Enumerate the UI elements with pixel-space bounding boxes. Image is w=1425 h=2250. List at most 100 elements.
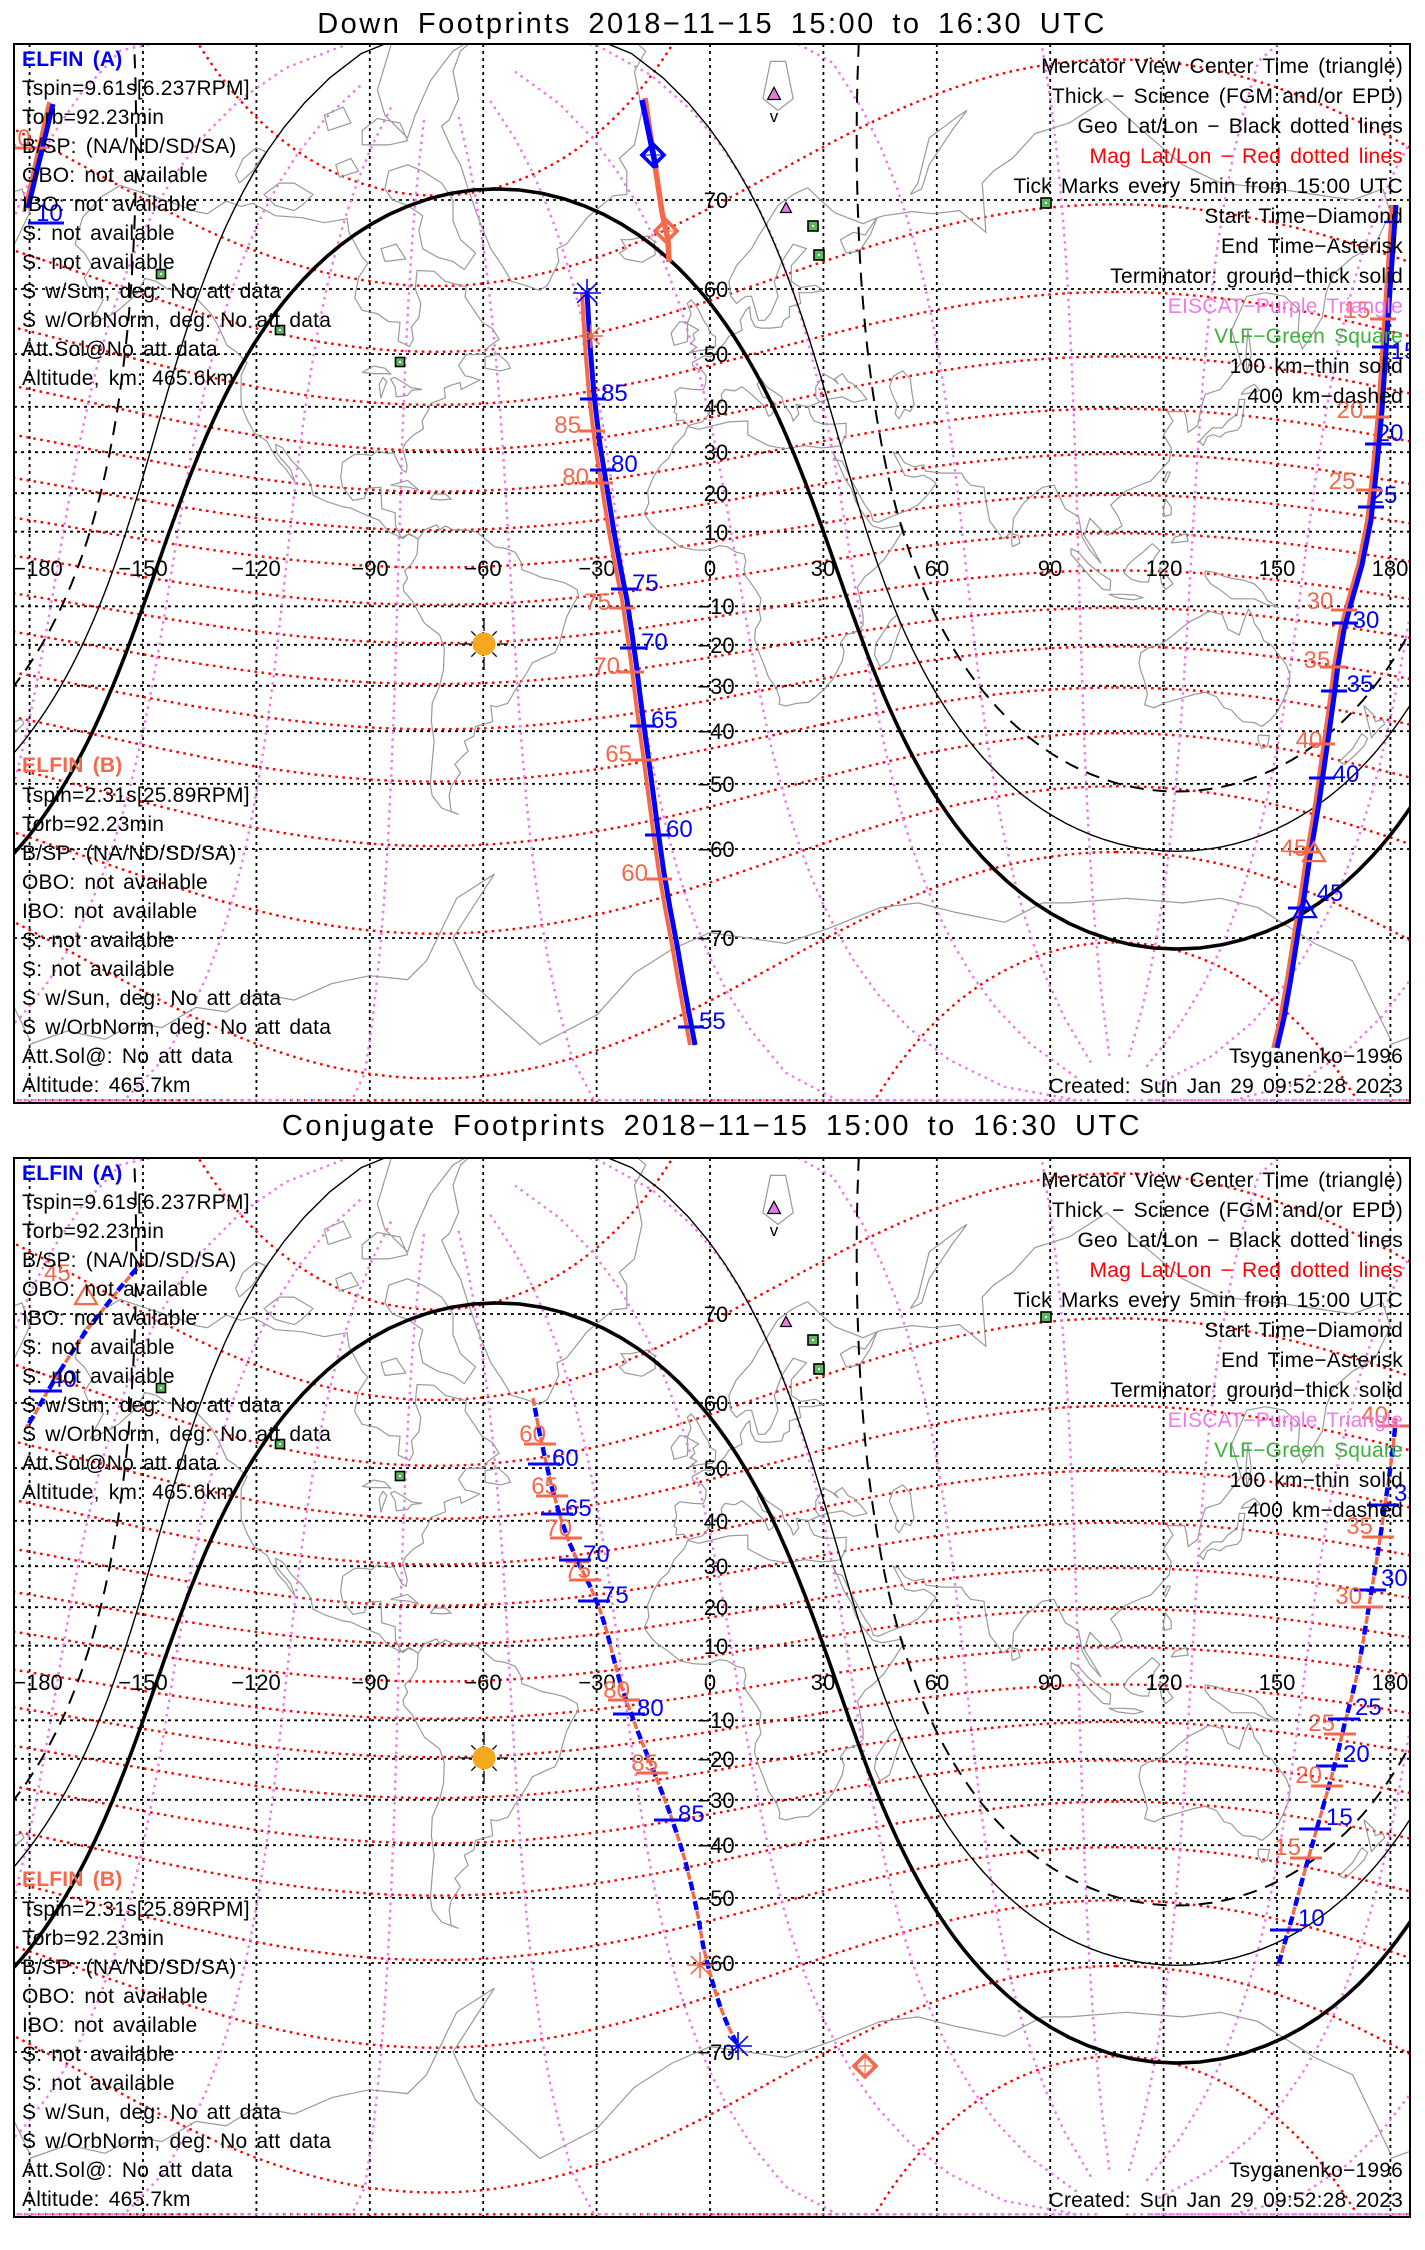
svg-text:Geo Lat/Lon − Black dotted lin: Geo Lat/Lon − Black dotted lines (1077, 1229, 1403, 1252)
svg-text:15: 15 (1274, 1834, 1301, 1861)
svg-text:45: 45 (44, 1260, 71, 1287)
svg-text:70: 70 (641, 629, 668, 656)
svg-text:ELFIN (B): ELFIN (B) (22, 1868, 122, 1891)
svg-text:IBO: not available: IBO: not available (22, 2014, 197, 2037)
svg-text:40: 40 (50, 1366, 77, 1393)
svg-text:Att.Sol@No att data: Att.Sol@No att data (22, 1452, 218, 1475)
svg-text:Altitude: 465.7km: Altitude: 465.7km (22, 1074, 191, 1097)
svg-text:20: 20 (1377, 420, 1404, 447)
svg-text:75: 75 (602, 1582, 629, 1609)
svg-text:Mercator View Center Time (tri: Mercator View Center Time (triangle) (1041, 1169, 1403, 1192)
svg-text:End Time−Asterisk: End Time−Asterisk (1221, 235, 1403, 258)
svg-text:Mag Lat/Lon − Red dotted lines: Mag Lat/Lon − Red dotted lines (1090, 145, 1403, 168)
svg-text:ELFIN (A): ELFIN (A) (22, 48, 122, 71)
svg-text:B/SP: (NA/ND/SD/SA): B/SP: (NA/ND/SD/SA) (22, 1249, 237, 1272)
svg-text:Mag Lat/Lon − Red dotted lines: Mag Lat/Lon − Red dotted lines (1090, 1259, 1403, 1282)
svg-text:S w/Sun, deg: No att data: S w/Sun, deg: No att data (22, 280, 281, 303)
svg-text:S: not available: S: not available (22, 1365, 175, 1388)
svg-text:25: 25 (1329, 468, 1356, 495)
svg-text:Terminator: ground−thick solid: Terminator: ground−thick solid (1110, 1379, 1403, 1402)
svg-text:Tspin=2.31s[25.89RPM]: Tspin=2.31s[25.89RPM] (22, 784, 250, 807)
svg-text:S: not available: S: not available (22, 251, 175, 274)
svg-text:ELFIN (A): ELFIN (A) (22, 1162, 122, 1185)
svg-text:85: 85 (678, 1801, 705, 1828)
svg-text:40: 40 (1361, 1402, 1388, 1429)
svg-text:60: 60 (666, 816, 693, 843)
svg-text:S w/OrbNorm, deg: No att data: S w/OrbNorm, deg: No att data (22, 1423, 331, 1446)
svg-text:65: 65 (531, 1473, 558, 1500)
svg-text:30: 30 (1353, 607, 1380, 634)
svg-text:400 km−dashed: 400 km−dashed (1247, 385, 1403, 408)
svg-text:35: 35 (1347, 671, 1374, 698)
svg-text:OBO: not available: OBO: not available (22, 871, 208, 894)
svg-text:75: 75 (632, 570, 659, 597)
svg-text:S: not available: S: not available (22, 2072, 175, 2095)
svg-text:15: 15 (1344, 297, 1371, 324)
svg-text:80: 80 (562, 464, 589, 491)
svg-text:65: 65 (605, 741, 632, 768)
svg-text:S w/OrbNorm, deg: No att data: S w/OrbNorm, deg: No att data (22, 2130, 331, 2153)
svg-text:IBO: not available: IBO: not available (22, 900, 197, 923)
svg-text:S w/Sun, deg: No att data: S w/Sun, deg: No att data (22, 2101, 281, 2124)
svg-text:S: not available: S: not available (22, 222, 175, 245)
svg-text:VLF−Green Square: VLF−Green Square (1214, 325, 1403, 348)
svg-text:Thick − Science (FGM and/or EP: Thick − Science (FGM and/or EPD) (1052, 85, 1403, 108)
svg-text:Tick Marks every 5min from 15:: Tick Marks every 5min from 15:00 UTC (1013, 175, 1403, 198)
svg-text:15: 15 (1326, 1804, 1353, 1831)
svg-text:Tsyganenko−1996: Tsyganenko−1996 (1229, 1045, 1403, 1068)
svg-text:400 km−dashed: 400 km−dashed (1247, 1499, 1403, 1522)
svg-text:Altitude, km: 465.6km: Altitude, km: 465.6km (22, 367, 234, 390)
svg-text:25: 25 (1355, 1694, 1382, 1721)
svg-text:30: 30 (1335, 1583, 1362, 1610)
svg-text:Created: Sun Jan 29 09:52:28 2: Created: Sun Jan 29 09:52:28 2023 (1049, 2189, 1403, 2212)
svg-text:ELFIN (B): ELFIN (B) (22, 754, 122, 777)
svg-text:80: 80 (603, 1677, 630, 1704)
svg-text:20: 20 (1337, 397, 1364, 424)
svg-text:55: 55 (699, 1008, 726, 1035)
svg-text:Geo Lat/Lon − Black dotted lin: Geo Lat/Lon − Black dotted lines (1077, 115, 1403, 138)
svg-text:S w/OrbNorm, deg: No att data: S w/OrbNorm, deg: No att data (22, 1016, 331, 1039)
svg-text:S w/OrbNorm, deg: No att data: S w/OrbNorm, deg: No att data (22, 309, 331, 332)
svg-text:OBO: not available: OBO: not available (22, 1985, 208, 2008)
svg-text:85: 85 (631, 1750, 658, 1777)
svg-text:S w/Sun, deg: No att data: S w/Sun, deg: No att data (22, 987, 281, 1010)
svg-text:65: 65 (651, 707, 678, 734)
svg-text:45: 45 (1281, 835, 1308, 862)
svg-text:80: 80 (637, 1695, 664, 1722)
svg-text:Att.Sol@No att data: Att.Sol@No att data (22, 338, 218, 361)
svg-text:Altitude, km: 465.6km: Altitude, km: 465.6km (22, 1481, 234, 1504)
svg-text:Mercator View Center Time (tri: Mercator View Center Time (triangle) (1041, 55, 1403, 78)
svg-text:25: 25 (1308, 1710, 1335, 1737)
svg-text:S: not available: S: not available (22, 929, 175, 952)
svg-text:35: 35 (1304, 647, 1331, 674)
svg-text:70: 70 (545, 1515, 572, 1542)
svg-text:70: 70 (593, 653, 620, 680)
svg-text:VLF−Green Square: VLF−Green Square (1214, 1439, 1403, 1462)
svg-text:10: 10 (36, 200, 63, 227)
svg-text:Down Footprints 2018−11−15 15:: Down Footprints 2018−11−15 15:00 to 16:3… (317, 8, 1107, 40)
svg-text:85: 85 (601, 380, 628, 407)
svg-text:Start Time−Diamond: Start Time−Diamond (1204, 1319, 1403, 1342)
svg-text:Tspin=9.61s[6.237RPM]: Tspin=9.61s[6.237RPM] (22, 77, 250, 100)
svg-text:EISCAT−Purple Triangle: EISCAT−Purple Triangle (1168, 1409, 1403, 1432)
svg-text:30: 30 (1381, 1565, 1408, 1592)
svg-text:IBO: not available: IBO: not available (22, 1307, 197, 1330)
svg-text:85: 85 (554, 412, 581, 439)
svg-text:OBO: not available: OBO: not available (22, 164, 208, 187)
svg-text:70: 70 (583, 1541, 610, 1568)
svg-text:Tick Marks every 5min from 15:: Tick Marks every 5min from 15:00 UTC (1013, 1289, 1403, 1312)
svg-text:10: 10 (4, 125, 31, 152)
svg-text:40: 40 (1296, 727, 1323, 754)
svg-text:40: 40 (1333, 761, 1360, 788)
svg-text:75: 75 (564, 1557, 591, 1584)
svg-text:Torb=92.23min: Torb=92.23min (22, 1927, 164, 1950)
svg-text:B/SP: (NA/ND/SD/SA): B/SP: (NA/ND/SD/SA) (22, 135, 237, 158)
svg-text:Att.Sol@: No att data: Att.Sol@: No att data (22, 2159, 233, 2182)
svg-text:IBO: not available: IBO: not available (22, 193, 197, 216)
svg-text:S: not available: S: not available (22, 958, 175, 981)
svg-text:75: 75 (584, 589, 611, 616)
svg-text:Start Time−Diamond: Start Time−Diamond (1204, 205, 1403, 228)
svg-text:B/SP: (NA/ND/SD/SA): B/SP: (NA/ND/SD/SA) (22, 1956, 237, 1979)
svg-text:Conjugate Footprints 2018−11−1: Conjugate Footprints 2018−11−15 15:00 to… (282, 1110, 1142, 1142)
svg-text:EISCAT−Purple Triangle: EISCAT−Purple Triangle (1168, 295, 1403, 318)
